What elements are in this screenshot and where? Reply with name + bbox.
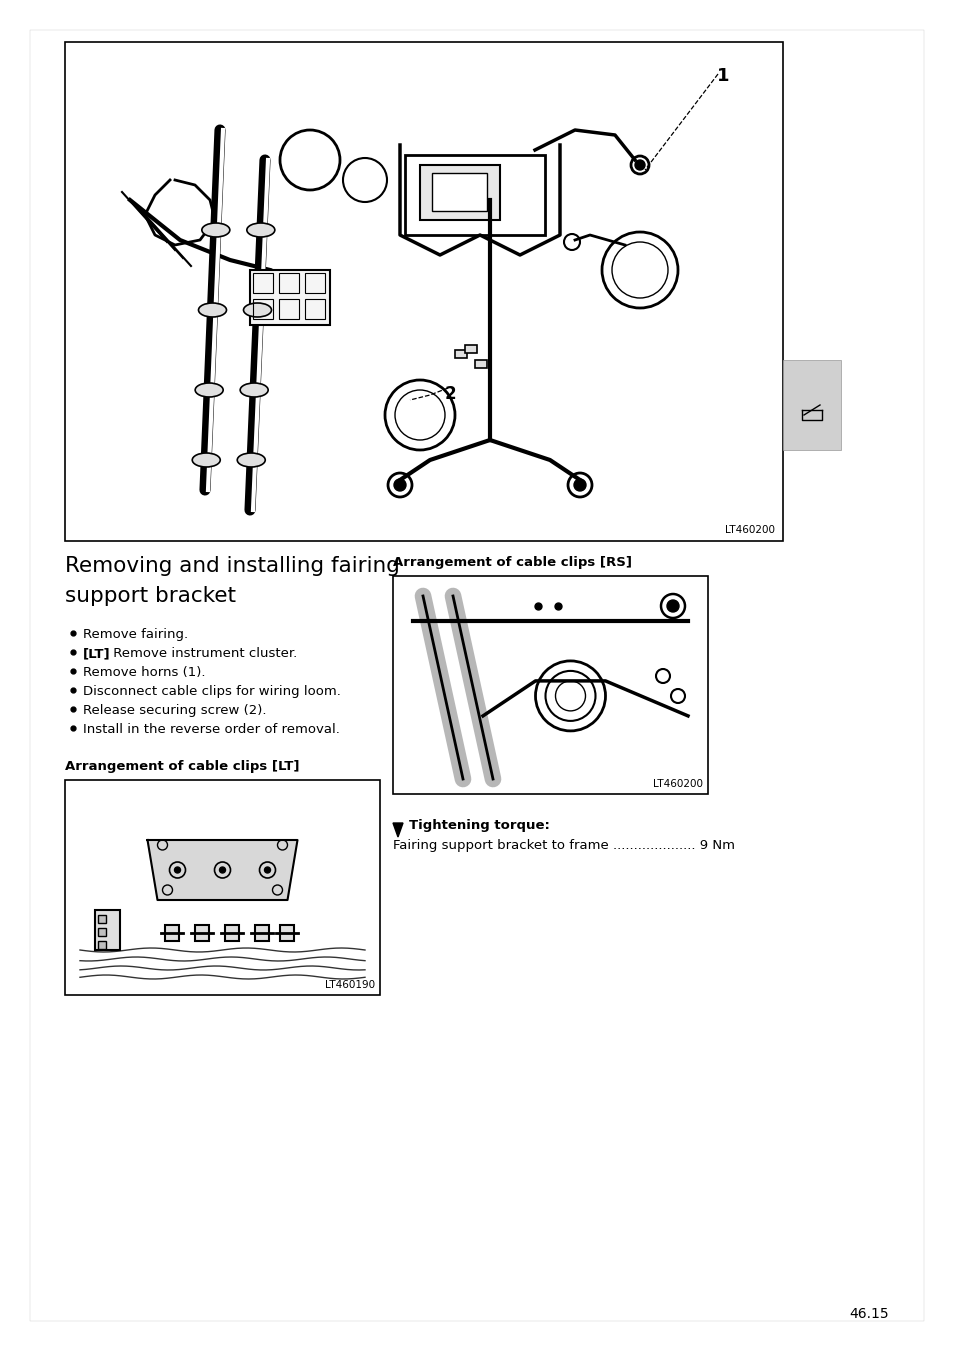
Ellipse shape xyxy=(240,382,268,397)
Ellipse shape xyxy=(195,382,223,397)
Text: 1: 1 xyxy=(716,68,728,85)
Text: Fairing support bracket to frame .................... 9 Nm: Fairing support bracket to frame .......… xyxy=(393,839,734,852)
Bar xyxy=(419,165,499,220)
Bar xyxy=(393,576,707,794)
Bar xyxy=(305,273,325,293)
Bar xyxy=(464,345,476,353)
Circle shape xyxy=(666,600,679,612)
Ellipse shape xyxy=(247,223,274,236)
Text: LT460200: LT460200 xyxy=(724,526,774,535)
Bar xyxy=(250,270,330,326)
Bar xyxy=(98,942,106,948)
Bar xyxy=(253,299,273,319)
Bar xyxy=(225,925,239,942)
Text: LT460190: LT460190 xyxy=(325,979,375,990)
Text: 2: 2 xyxy=(444,385,456,403)
Circle shape xyxy=(219,867,225,873)
Bar xyxy=(165,925,179,942)
Text: support bracket: support bracket xyxy=(65,586,235,607)
Text: Remove horns (1).: Remove horns (1). xyxy=(83,666,205,680)
Text: Remove instrument cluster.: Remove instrument cluster. xyxy=(109,647,297,661)
Text: Removing and installing fairing: Removing and installing fairing xyxy=(65,557,399,576)
Bar xyxy=(782,359,841,450)
Text: 46.15: 46.15 xyxy=(848,1306,888,1321)
Bar xyxy=(455,350,467,358)
Bar xyxy=(475,359,486,367)
Bar xyxy=(280,925,294,942)
Circle shape xyxy=(264,867,271,873)
Text: Tightening torque:: Tightening torque: xyxy=(409,819,549,832)
Text: Install in the reverse order of removal.: Install in the reverse order of removal. xyxy=(83,723,339,736)
Circle shape xyxy=(174,867,180,873)
Text: LT460200: LT460200 xyxy=(652,780,702,789)
Circle shape xyxy=(394,480,406,490)
Circle shape xyxy=(635,159,644,170)
Ellipse shape xyxy=(193,453,220,467)
Bar xyxy=(195,925,210,942)
Ellipse shape xyxy=(198,303,226,317)
Bar xyxy=(98,915,106,923)
Bar xyxy=(253,273,273,293)
Text: Disconnect cable clips for wiring loom.: Disconnect cable clips for wiring loom. xyxy=(83,685,340,698)
Text: Remove fairing.: Remove fairing. xyxy=(83,628,188,640)
Bar xyxy=(255,925,269,942)
Bar xyxy=(432,173,486,211)
Polygon shape xyxy=(148,840,297,900)
Ellipse shape xyxy=(202,223,230,236)
Text: Arrangement of cable clips [RS]: Arrangement of cable clips [RS] xyxy=(393,557,631,569)
Text: [LT]: [LT] xyxy=(83,647,111,661)
Ellipse shape xyxy=(237,453,265,467)
Bar xyxy=(65,780,379,994)
Polygon shape xyxy=(393,823,402,838)
Circle shape xyxy=(574,480,585,490)
Bar xyxy=(305,299,325,319)
Bar xyxy=(95,911,120,950)
Bar xyxy=(98,928,106,936)
Bar xyxy=(278,273,298,293)
Text: Arrangement of cable clips [LT]: Arrangement of cable clips [LT] xyxy=(65,761,299,773)
Ellipse shape xyxy=(243,303,272,317)
Bar xyxy=(65,42,782,540)
Bar xyxy=(405,155,544,235)
Text: Release securing screw (2).: Release securing screw (2). xyxy=(83,704,266,717)
Bar xyxy=(278,299,298,319)
